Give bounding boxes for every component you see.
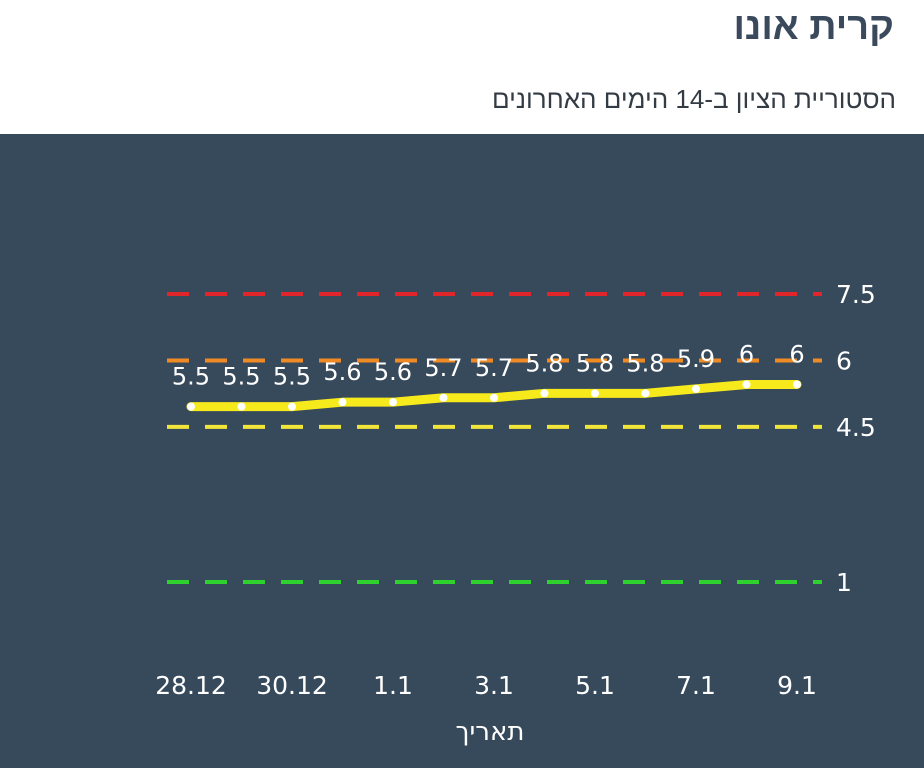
value-label-8: 5.8 (576, 349, 614, 377)
value-label-2: 5.5 (273, 363, 311, 391)
chart-panel: 7.5 6 4.5 1 5.5 5.5 5.5 5.6 5.6 5.7 5.7 5.8 5.8 5.8 5… (0, 134, 924, 768)
data-point-11 (742, 380, 751, 389)
value-label-11: 6 (739, 340, 754, 368)
x-tick-label-3: 3.1 (474, 671, 514, 700)
x-tick-label-1: 30.12 (256, 671, 328, 700)
data-point-8 (591, 389, 599, 398)
threshold-label-1: 6 (836, 346, 852, 375)
data-point-4 (389, 398, 397, 407)
page-title: קרית אונו (733, 6, 894, 48)
value-label-7: 5.8 (525, 349, 563, 377)
data-point-9 (641, 389, 650, 398)
data-point-5 (439, 393, 448, 402)
x-tick-label-5: 7.1 (676, 671, 716, 700)
data-point-1 (237, 402, 246, 411)
x-axis-label: תאריך (456, 717, 525, 747)
data-point-6 (490, 393, 498, 402)
value-label-5: 5.7 (424, 354, 462, 382)
data-point-3 (338, 398, 347, 407)
score-series (186, 379, 802, 412)
x-tick-labels: 28.12 30.12 1.1 3.1 5.1 7.1 9.1 (155, 671, 817, 700)
value-label-0: 5.5 (172, 363, 210, 391)
score-history-chart: 7.564.51 5.5 5.5 5.5 5.6 5.6 5.7 5.7 5.8 5.8 5.8 5… (155, 280, 876, 747)
header: קרית אונו הסטוריית הציון ב-14 הימים האחר… (0, 0, 924, 134)
value-label-4: 5.6 (374, 358, 412, 386)
data-point-7 (540, 389, 549, 398)
x-tick-label-6: 9.1 (777, 671, 817, 700)
threshold-labels: 7.5 6 4.5 1 (836, 280, 876, 597)
value-label-6: 5.7 (475, 354, 513, 382)
x-tick-label-4: 5.1 (575, 671, 615, 700)
threshold-label-0: 7.5 (836, 280, 876, 309)
value-label-12: 6 (789, 340, 804, 368)
value-label-10: 5.9 (677, 345, 715, 373)
x-tick-label-0: 28.12 (155, 671, 227, 700)
page-subtitle: הסטוריית הציון ב-14 הימים האחרונים (491, 84, 896, 114)
value-label-9: 5.8 (626, 349, 664, 377)
data-point-2 (288, 402, 296, 411)
threshold-label-2: 4.5 (836, 413, 876, 442)
threshold-lines (167, 292, 822, 584)
data-point-12 (793, 380, 801, 389)
value-label-3: 5.6 (323, 358, 361, 386)
data-point-0 (187, 402, 195, 411)
value-labels: 5.5 5.5 5.5 5.6 5.6 5.7 5.7 5.8 5.8 5.8 5.9 6 6 (172, 340, 805, 390)
value-label-1: 5.5 (222, 363, 260, 391)
threshold-label-3: 1 (836, 568, 852, 597)
data-point-10 (692, 384, 700, 393)
x-tick-label-2: 1.1 (373, 671, 413, 700)
